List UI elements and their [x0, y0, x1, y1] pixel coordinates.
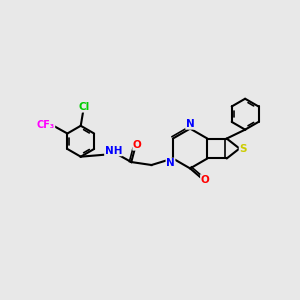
Text: CF₃: CF₃	[37, 120, 55, 130]
Text: Cl: Cl	[79, 102, 90, 112]
Text: O: O	[201, 175, 209, 185]
Text: NH: NH	[105, 146, 122, 156]
Text: S: S	[239, 143, 247, 154]
Text: O: O	[133, 140, 142, 150]
Text: N: N	[166, 158, 175, 168]
Text: N: N	[186, 119, 194, 129]
